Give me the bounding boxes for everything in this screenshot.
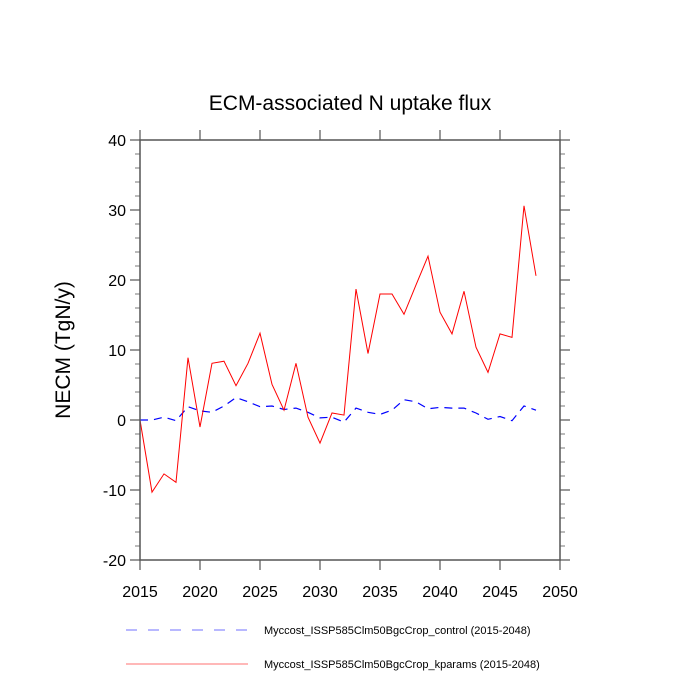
y-tick-label: 40 bbox=[108, 133, 126, 150]
x-tick-label: 2020 bbox=[182, 584, 218, 601]
axis-ticks: 2015 2020 2025 2030 2035 2040 2045 2050-20-1001… bbox=[103, 130, 578, 601]
plot-series bbox=[139, 205, 537, 494]
chart-title: ECM-associated N uptake flux bbox=[209, 92, 492, 115]
y-tick-label: 30 bbox=[108, 203, 126, 220]
x-tick-label: 2045 bbox=[482, 584, 518, 601]
x-tick-label: 2015 bbox=[122, 584, 158, 601]
y-tick-label: 20 bbox=[108, 273, 126, 290]
y-axis-label: NECM (TgN/y) bbox=[52, 281, 75, 419]
x-tick-label: 2025 bbox=[242, 584, 278, 601]
y-tick-label: 0 bbox=[117, 413, 126, 430]
y-tick-label: -20 bbox=[103, 553, 126, 570]
plot-frame bbox=[139, 139, 561, 561]
y-tick-label: -10 bbox=[103, 483, 126, 500]
y-tick-label: 10 bbox=[108, 343, 126, 360]
legend-label: Myccost_ISSP585Clm50BgcCrop_kparams (201… bbox=[264, 659, 540, 671]
legend: Myccost_ISSP585Clm50BgcCrop_control (201… bbox=[126, 625, 540, 671]
x-tick-label: 2035 bbox=[362, 584, 398, 601]
series-line-control bbox=[140, 396, 537, 423]
legend-label: Myccost_ISSP585Clm50BgcCrop_control (201… bbox=[264, 625, 531, 637]
x-tick-label: 2050 bbox=[542, 584, 578, 601]
x-tick-label: 2030 bbox=[302, 584, 338, 601]
x-tick-label: 2040 bbox=[422, 584, 458, 601]
series-line-kparams bbox=[139, 205, 537, 494]
